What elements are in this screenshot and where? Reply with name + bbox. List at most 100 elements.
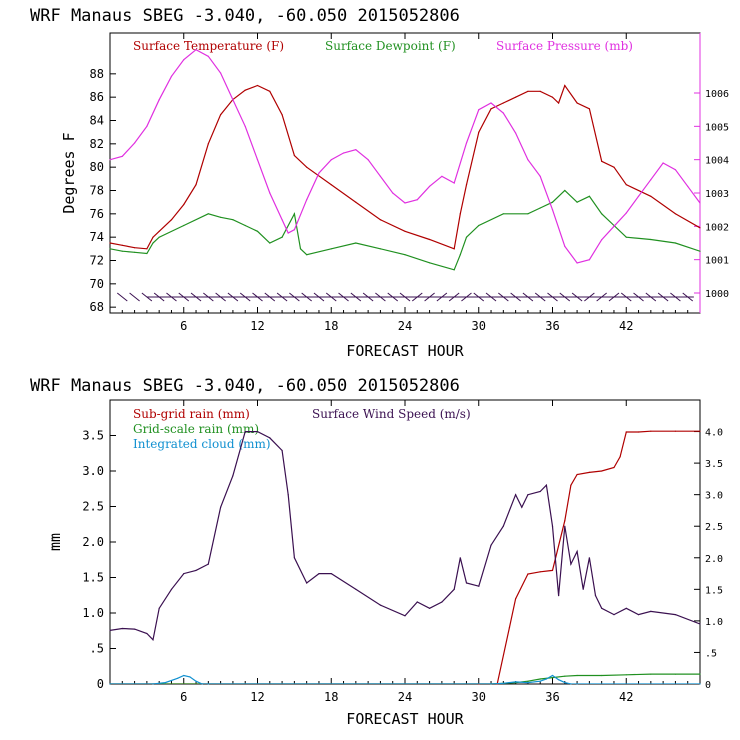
x-tick-label: 36 (545, 319, 559, 333)
data-point (207, 143, 209, 145)
x-tick-label: 6 (180, 690, 187, 704)
data-point (404, 615, 406, 617)
data-point (576, 262, 578, 264)
data-point (564, 682, 566, 684)
data-point (158, 236, 160, 238)
data-point (121, 250, 123, 252)
data-point (195, 184, 197, 186)
data-point (527, 159, 529, 161)
data-point (564, 675, 566, 677)
data-point (256, 431, 259, 433)
data-point (453, 182, 455, 184)
data-point (490, 102, 492, 104)
x-tick-label: 12 (250, 690, 264, 704)
data-point (207, 55, 209, 57)
data-point (582, 588, 584, 590)
data-point (539, 678, 541, 680)
data-point (281, 236, 283, 238)
data-point (465, 582, 468, 584)
data-point (183, 203, 185, 206)
data-point (674, 169, 677, 171)
data-point (674, 614, 677, 616)
legend-entry: Integrated cloud (mm) (133, 437, 271, 451)
data-point (379, 248, 381, 250)
x-tick-label: 42 (619, 690, 633, 704)
data-point (508, 626, 511, 628)
data-point (429, 185, 431, 187)
data-point (576, 683, 578, 685)
y2-tick-label: 2.0 (705, 554, 723, 565)
data-point (293, 557, 295, 559)
x-axis-label: FORECAST HOUR (346, 342, 464, 360)
data-point (594, 595, 597, 597)
data-point (158, 99, 160, 101)
data-point (650, 179, 652, 181)
data-point (502, 213, 504, 215)
wind-barb (129, 292, 140, 302)
wind-barb (116, 292, 128, 302)
y2-tick-label: 3.0 (705, 491, 723, 502)
data-point (699, 683, 701, 685)
data-point (625, 212, 627, 214)
data-point (152, 242, 154, 244)
data-point (281, 114, 283, 116)
data-point (625, 184, 627, 186)
data-point (195, 49, 197, 51)
data-point (613, 225, 615, 227)
data-point (355, 201, 357, 203)
data-point (662, 162, 664, 164)
data-point (674, 430, 677, 432)
data-point (453, 588, 455, 590)
data-point (306, 166, 308, 168)
data-point (490, 544, 492, 546)
data-point (232, 475, 234, 477)
data-point (551, 209, 554, 211)
data-point (515, 681, 517, 683)
data-point (637, 195, 640, 197)
data-point (177, 677, 179, 679)
data-point (515, 494, 517, 496)
data-point (539, 175, 541, 177)
data-point (588, 195, 591, 197)
legend-entry: Sub-grid rain (mm) (133, 407, 250, 421)
data-point (576, 102, 578, 104)
legend-entry: Surface Temperature (F) (133, 39, 284, 53)
data-point (564, 245, 566, 247)
plot-frame (109, 32, 701, 314)
data-point (158, 607, 160, 609)
series-line (110, 431, 700, 642)
y2-tick-label: 1.0 (705, 617, 723, 628)
x-tick-label: 30 (472, 690, 486, 704)
y-tick-label: 74 (90, 230, 104, 244)
data-point (558, 595, 560, 597)
data-point (551, 201, 554, 203)
data-point (146, 252, 148, 255)
data-point (441, 175, 443, 177)
data-point (220, 114, 222, 116)
data-point (306, 582, 308, 584)
data-point (545, 678, 548, 680)
data-point (551, 674, 554, 677)
data-point (459, 254, 461, 256)
data-point (429, 238, 431, 241)
data-point (570, 563, 572, 565)
data-point (152, 639, 154, 641)
y2-tick-label: .5 (705, 648, 717, 659)
y-tick-label: 3.5 (82, 429, 104, 443)
data-point (551, 569, 554, 572)
data-point (527, 680, 529, 682)
y-tick-label: .5 (90, 642, 104, 656)
y-axis-label: Degrees F (60, 132, 78, 213)
data-point (134, 247, 136, 249)
data-point (613, 466, 615, 469)
data-point (502, 682, 504, 684)
y2-tick-label: 1001 (705, 256, 729, 267)
y-tick-label: 3.0 (82, 464, 104, 478)
data-point (170, 588, 173, 590)
data-point (564, 520, 566, 522)
data-point (527, 494, 529, 496)
data-point (465, 184, 468, 186)
data-point (207, 683, 209, 685)
data-point (539, 571, 541, 573)
